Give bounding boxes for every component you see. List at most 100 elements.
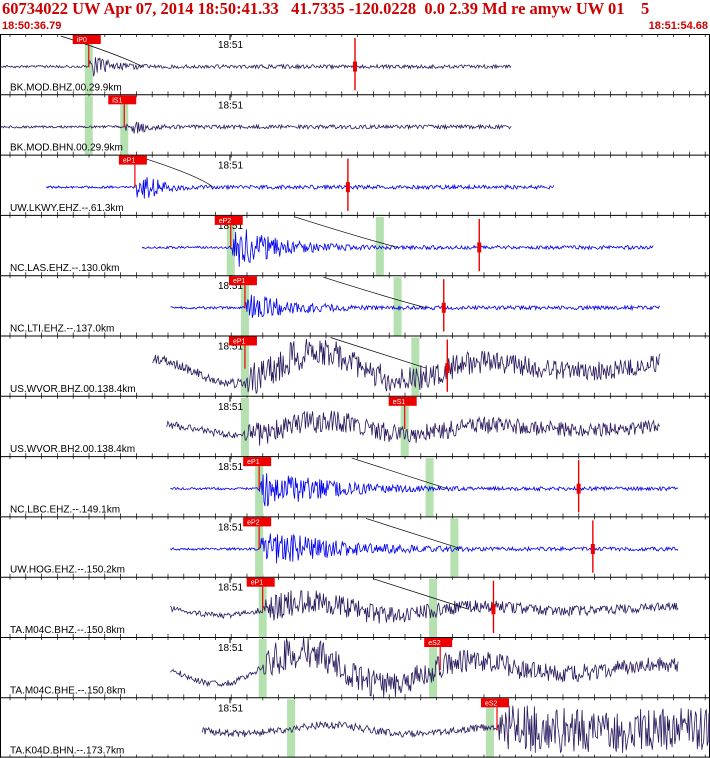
waveform: [170, 473, 679, 507]
pick-label: eP1: [233, 278, 246, 285]
arrival-band: [429, 578, 438, 637]
phase-pick[interactable]: eP1: [228, 276, 257, 309]
arrival-band: [287, 699, 296, 758]
minute-label: 18:51: [218, 522, 243, 533]
pick-marker-dot: [590, 543, 595, 554]
pick-label-box: [72, 35, 101, 44]
event-title: 60734022 UW Apr 07, 2014 18:50:41.33 41.…: [2, 0, 650, 18]
pick-label-box: [246, 577, 275, 587]
waveform: [152, 339, 661, 395]
trace-panel: 18:51 eP1 NC.LBC.EHZ.--.149.1km: [0, 456, 710, 517]
trace-panel: 18:51 eP1 UW.LKWY.EHZ.--.61.3km: [0, 154, 710, 215]
seismogram-panel[interactable]: 18:51 iP0 BK.MOD.BHZ.00.29.9km 18:51 iS1 BK.M…: [0, 34, 710, 758]
waveform: [0, 57, 512, 77]
waveform: [45, 177, 555, 199]
phase-pick[interactable]: eP2: [214, 215, 243, 249]
station-label: US.WVOR.BHZ.00.138.4km: [10, 384, 136, 395]
pick-label: eS1: [393, 399, 406, 406]
station-label: NC.LBC.EHZ.--.149.1km: [10, 504, 120, 515]
waveform: [0, 121, 512, 134]
pick-marker-dot: [345, 182, 350, 193]
minute-label: 18:51: [218, 462, 243, 473]
station-label: BK.MOD.BHZ.00.29.9km: [10, 82, 122, 93]
pick-label-box: [243, 517, 272, 527]
travel-time-curve: [372, 578, 469, 610]
travel-time-curve: [365, 518, 462, 550]
phase-pick[interactable]: eP2: [243, 517, 272, 550]
station-label: US.WVOR.BH2.00.138.4km: [10, 444, 135, 455]
pick-label: eP2: [219, 218, 232, 225]
pick-label: eS2: [485, 700, 498, 707]
pick-label-box: [424, 638, 453, 647]
arrival-band: [429, 639, 438, 698]
pick-marker-dot: [477, 242, 482, 253]
pick-marker-dot: [353, 61, 357, 72]
phase-pick[interactable]: eP1: [243, 457, 272, 490]
pick-marker-dot: [491, 604, 496, 615]
waveform: [201, 705, 710, 754]
trace-panel: 18:51 eS2 TA.K04D.BHN.--.173.7km: [0, 697, 710, 758]
arrival-band: [240, 397, 249, 457]
phase-pick[interactable]: eP1: [246, 577, 275, 610]
station-label: UW.LKWY.EHZ.--.61.3km: [10, 203, 124, 214]
minute-label: 18:51: [218, 281, 243, 292]
waveform: [141, 229, 654, 267]
arrival-band: [84, 96, 93, 155]
travel-time-curve: [330, 337, 427, 369]
pick-label: eP1: [251, 580, 264, 587]
waveform: [170, 294, 661, 318]
arrival-band: [258, 639, 267, 698]
minute-label: 18:51: [218, 703, 243, 714]
pick-label-box: [388, 396, 417, 406]
trace-panel: 18:51eP2NC.LAS.EHZ.--.130.0km: [0, 214, 710, 276]
phase-pick[interactable]: eP1: [118, 155, 147, 188]
pick-marker-dot: [445, 363, 450, 374]
pick-label: iS1: [112, 97, 122, 104]
pick-label-box: [228, 336, 257, 346]
pick-marker-dot: [576, 483, 581, 494]
phase-pick[interactable]: iS1: [108, 95, 137, 128]
phase-pick[interactable]: iP0: [72, 35, 101, 68]
pick-label-box: [228, 276, 257, 286]
phase-pick[interactable]: eP1: [228, 336, 257, 369]
event-header: 60734022 UW Apr 07, 2014 18:50:41.33 41.…: [0, 0, 710, 34]
trace-panel: 18:51 iP0 BK.MOD.BHZ.00.29.9km: [0, 34, 710, 95]
station-label: UW.HOG.EHZ.--.150.2km: [10, 565, 125, 576]
pick-label: eP1: [123, 158, 136, 165]
waveform: [170, 533, 679, 564]
trace-panel: 18:51 eP1 TA.M04C.BHZ.--.150.8km: [0, 576, 710, 637]
arrival-band: [393, 277, 402, 336]
pick-label-box: [214, 215, 243, 225]
pick-label: eS2: [428, 640, 441, 647]
station-label: NC.LTI.EHZ.--.137.0km: [10, 324, 114, 335]
waveform: [166, 410, 661, 446]
pick-label-box: [243, 457, 272, 467]
phase-pick[interactable]: eS2: [424, 638, 453, 671]
trace-panel: 18:51 eP2 UW.HOG.EHZ.--.150.2km: [0, 516, 710, 577]
start-time: 18:50:36.79: [2, 20, 62, 32]
travel-time-curve: [60, 35, 143, 67]
travel-time-curve: [351, 457, 448, 489]
minute-label: 18:51: [218, 161, 243, 172]
phase-pick[interactable]: eS2: [481, 698, 509, 731]
end-time: 18:51:54.68: [648, 20, 708, 32]
pick-label: eP1: [247, 459, 260, 466]
arrival-band: [411, 337, 420, 396]
pick-label: eP1: [233, 339, 246, 346]
waveform: [170, 636, 679, 698]
minute-label: 18:51: [218, 402, 243, 413]
trace-panel: 18:51 eS1 US.WVOR.BH2.00.138.4km: [0, 395, 710, 457]
minute-label: 18:51: [218, 40, 243, 51]
trace-panel: 18:51 eS2 TA.M04C.BHE.--.150.8km: [0, 636, 710, 698]
pick-label-box: [118, 155, 147, 165]
station-label: TA.K04D.BHN.--.173.7km: [10, 746, 124, 757]
phase-pick[interactable]: eS1: [388, 396, 417, 429]
pick-label-box: [108, 95, 137, 105]
station-label: TA.M04C.BHZ.--.150.8km: [10, 625, 125, 636]
travel-time-curve: [294, 216, 398, 248]
travel-time-curve: [323, 276, 427, 309]
station-label: TA.M04C.BHE.--.150.8km: [10, 685, 125, 696]
waveform: [170, 590, 679, 624]
